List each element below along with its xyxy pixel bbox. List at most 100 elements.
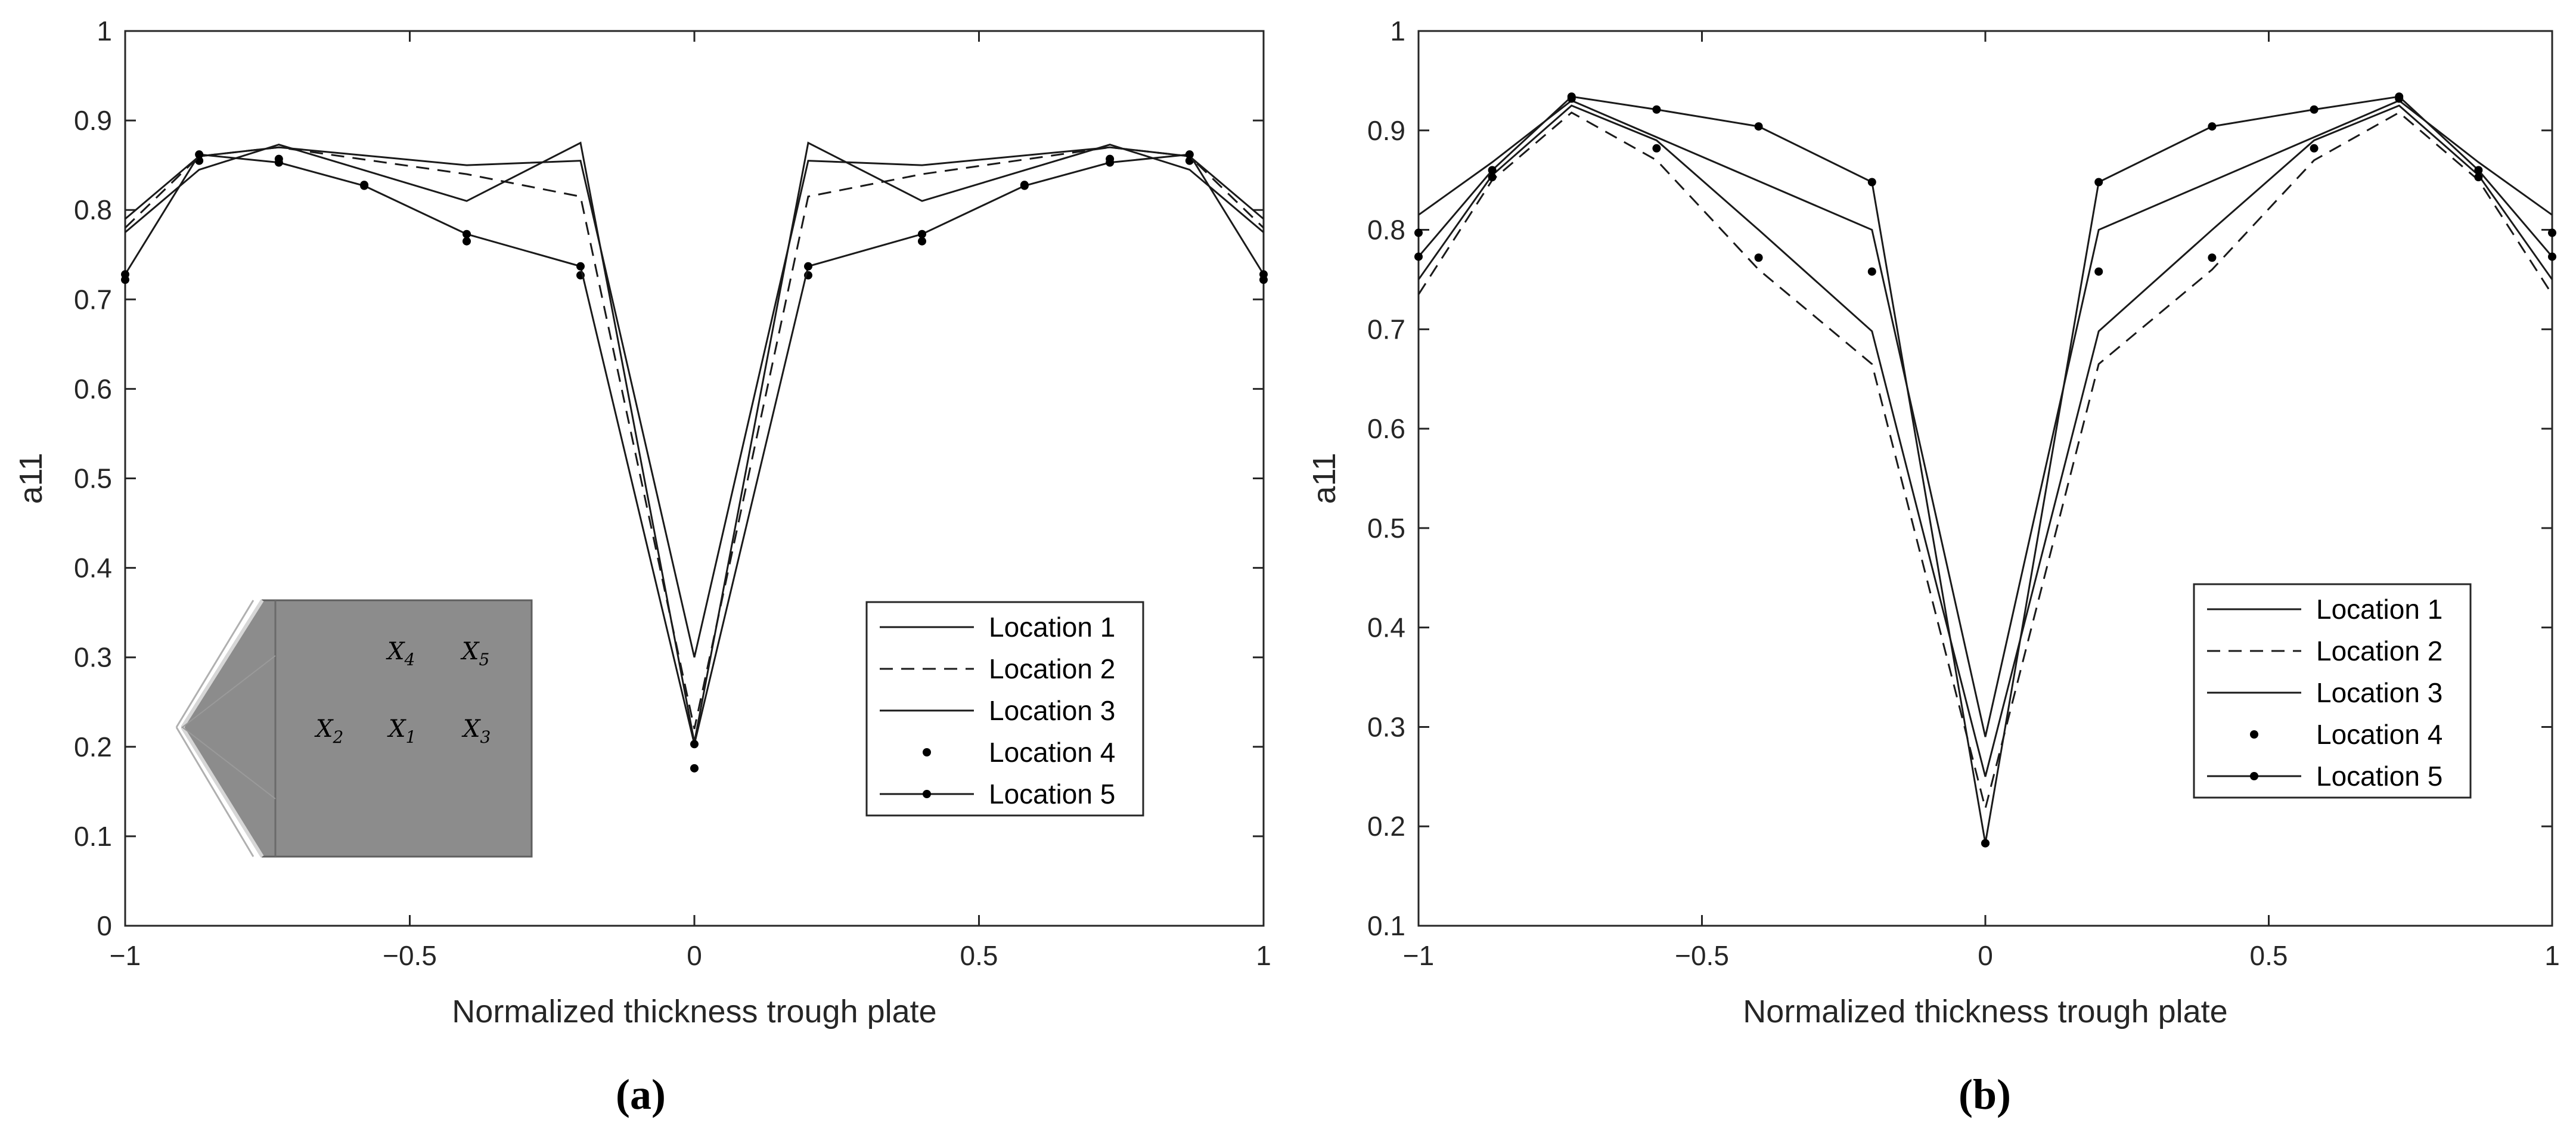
legend-label-location-3: Location 3: [989, 695, 1115, 726]
plot-area: −1 −0.5 0 0.5 1 0 0.1 0.2 0.3 0.4 0.5 0.6 0.7 0.8 0.9 1…: [13, 15, 1271, 1029]
data-point-location-4: [2310, 144, 2319, 153]
inset-label-x2: X2: [314, 715, 343, 747]
data-point-location-5: [1754, 122, 1763, 131]
inset-edge: [175, 600, 255, 728]
legend-label-location-5: Location 5: [2316, 761, 2442, 792]
data-point-location-5: [1185, 150, 1194, 159]
y-tick-label: 0.8: [1367, 215, 1405, 246]
series-line-location-1: [125, 146, 1264, 658]
y-tick-label: 1: [97, 15, 112, 46]
data-point-location-5: [360, 181, 369, 190]
y-tick-label: 0.9: [1367, 115, 1405, 146]
y-tick-label: 0.8: [74, 194, 112, 225]
series-group: [121, 141, 1268, 773]
inset-edge: [181, 726, 264, 858]
data-point-location-4: [2474, 173, 2483, 182]
y-tick-label: 1: [1390, 15, 1405, 46]
data-point-location-4: [1754, 253, 1763, 262]
y-tick-label: 0.3: [1367, 711, 1405, 742]
inset-label-x3: X3: [461, 715, 491, 747]
legend: Location 1 Location 2 Location 3 Location 4…: [2193, 583, 2472, 799]
data-point-location-4: [2548, 228, 2556, 237]
y-tick-label: 0.7: [74, 284, 112, 315]
y-tick-label: 0.7: [1367, 314, 1405, 345]
y-axis-label: a11: [1306, 452, 1342, 504]
y-tick-label: 0.2: [74, 731, 112, 762]
x-tick-label: 0.5: [2250, 940, 2288, 971]
x-axis-label: Normalized thickness trough plate: [1743, 994, 2227, 1029]
data-point-location-5: [918, 230, 926, 238]
y-tick-label: 0.1: [74, 821, 112, 852]
data-point-location-4: [918, 237, 926, 246]
panel-b: −1 −0.5 0 0.5 1 0.1 0.2 0.3 0.4 0.5 0.6 0.7 0.8 0.9 1 N…: [1306, 15, 2560, 1118]
legend-box: [865, 601, 1144, 817]
data-point-location-5: [1867, 178, 1876, 187]
data-point-location-4: [463, 237, 471, 246]
legend-label-location-1: Location 1: [989, 612, 1115, 643]
data-point-location-5: [195, 150, 204, 159]
data-point-location-5: [2094, 178, 2103, 187]
y-tick-label: 0: [97, 910, 112, 941]
inset-edge: [181, 599, 264, 728]
y-tick-label: 0.4: [1367, 612, 1405, 643]
y-tick-label: 0.2: [1367, 811, 1405, 842]
inset-seam: [182, 655, 276, 728]
y-tick-label: 0.5: [74, 463, 112, 494]
x-tick-label: 0: [687, 940, 702, 971]
panel-caption: (b): [1959, 1071, 2011, 1118]
data-point-location-5: [1020, 181, 1029, 190]
x-tick-label: −0.5: [1675, 940, 1729, 971]
x-tick-label: 0.5: [960, 940, 998, 971]
inset-label-x4: X4: [386, 638, 415, 669]
series-group: [1414, 92, 2556, 848]
x-axis-label: Normalized thickness trough plate: [452, 994, 936, 1029]
data-point-location-5: [2395, 92, 2404, 101]
y-tick-label: 0.3: [74, 642, 112, 673]
legend-label-location-2: Location 2: [989, 653, 1115, 684]
data-point-location-5: [1488, 166, 1497, 175]
data-point-location-4: [2094, 267, 2103, 276]
data-point-location-5: [1414, 252, 1423, 261]
x-tick-label: 0: [1978, 940, 1993, 971]
y-tick-label: 0.9: [74, 105, 112, 136]
series-line-location-1: [1418, 100, 2553, 737]
legend-label-location-5: Location 5: [989, 779, 1115, 810]
legend-marker: [2250, 772, 2258, 780]
legend-label-location-4: Location 4: [989, 737, 1115, 768]
data-point-location-5: [1259, 270, 1268, 279]
inset-seam: [182, 727, 276, 799]
y-tick-label: 0.6: [74, 373, 112, 404]
x-tick-label: 1: [1256, 940, 1271, 971]
inset-edge: [175, 727, 255, 857]
data-point-location-5: [463, 230, 471, 238]
legend-marker: [923, 748, 931, 756]
panel-caption: (a): [616, 1071, 666, 1118]
y-tick-label: 0.4: [74, 553, 112, 584]
data-point-location-5: [2474, 166, 2483, 175]
inset-trough: [181, 599, 277, 858]
data-point-location-4: [2208, 253, 2217, 262]
y-tick-label: 0.6: [1367, 413, 1405, 444]
x-tick-label: −0.5: [383, 940, 437, 971]
inset-label-x1: X1: [387, 715, 416, 747]
data-point-location-4: [1488, 173, 1497, 182]
y-tick-label: 0.5: [1367, 513, 1405, 544]
legend-marker: [2250, 730, 2258, 739]
inset-label-x5: X5: [460, 638, 489, 669]
data-point-location-5: [2208, 122, 2217, 131]
data-point-location-5: [1981, 839, 1990, 848]
data-point-location-5: [2548, 252, 2556, 261]
x-tick-label: −1: [110, 940, 141, 971]
legend-label-location-2: Location 2: [2316, 635, 2442, 666]
data-point-location-4: [1414, 228, 1423, 237]
x-tick-label: −1: [1403, 940, 1434, 971]
data-point-location-5: [804, 262, 812, 271]
series-line-location-2: [124, 146, 1265, 730]
legend-label-location-4: Location 4: [2316, 719, 2442, 750]
data-point-location-5: [576, 262, 585, 271]
x-tick-label: 1: [2544, 940, 2560, 971]
data-point-location-5: [1652, 105, 1661, 114]
plot-area: −1 −0.5 0 0.5 1 0.1 0.2 0.3 0.4 0.5 0.6 0.7 0.8 0.9 1 N…: [1306, 15, 2560, 1029]
data-point-location-5: [690, 740, 699, 749]
inset-diagram: X4 X5 X2 X1 X3: [175, 599, 533, 858]
